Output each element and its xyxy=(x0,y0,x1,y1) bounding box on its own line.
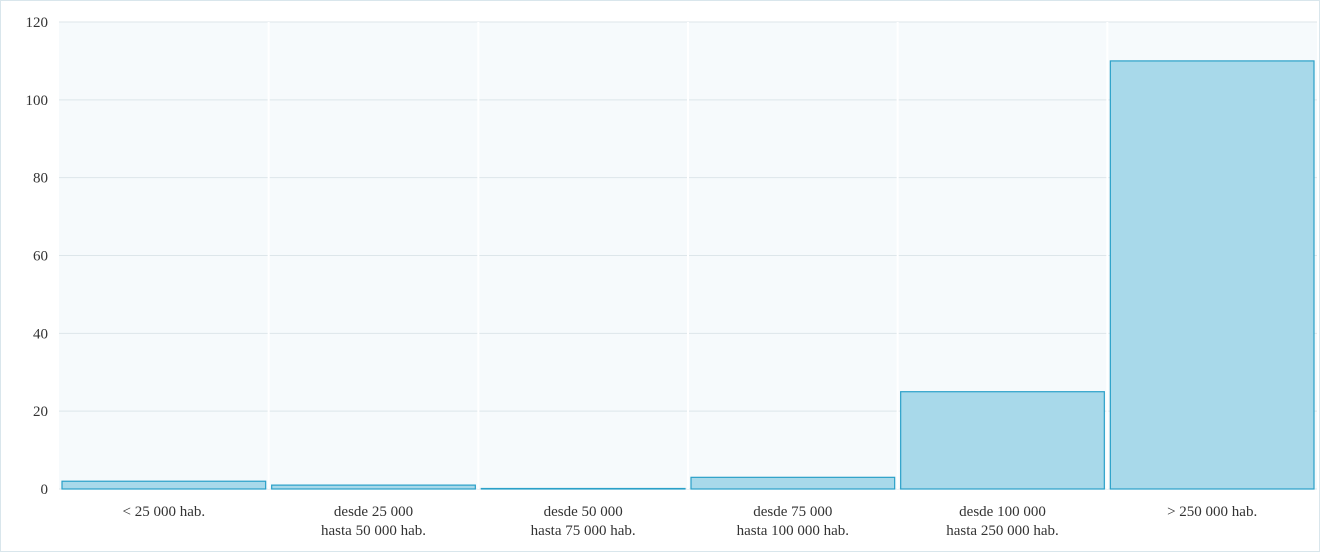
y-tick-label: 80 xyxy=(33,171,48,187)
x-tick-label-line: > 250 000 hab. xyxy=(1167,504,1257,520)
x-axis-labels: < 25 000 hab. desde 25 000 hasta 50 000 ha… xyxy=(123,504,1258,539)
bar xyxy=(61,480,267,490)
x-tick-label: desde 100 000 hasta 250 000 hab. xyxy=(946,504,1058,539)
x-tick-label: desde 75 000 hasta 100 000 hab. xyxy=(737,504,849,539)
x-tick-label-line: hasta 250 000 hab. xyxy=(946,523,1058,539)
x-tick-label-line: < 25 000 hab. xyxy=(123,504,206,520)
bar xyxy=(900,391,1105,490)
gridlines xyxy=(59,21,1317,490)
y-tick-label: 120 xyxy=(26,15,49,31)
bar xyxy=(690,476,896,490)
x-tick-label-line: desde 25 000 xyxy=(334,504,413,520)
x-tick-label-line: hasta 50 000 hab. xyxy=(321,523,426,539)
y-tick-label: 40 xyxy=(33,326,48,342)
y-tick-label: 20 xyxy=(33,404,48,420)
y-tick-label: 60 xyxy=(33,249,48,265)
bar xyxy=(271,484,476,490)
bar xyxy=(480,487,686,490)
x-tick-label-line: desde 50 000 xyxy=(544,504,623,520)
x-tick-label: desde 25 000 hasta 50 000 hab. xyxy=(321,504,426,539)
x-tick-label-line: desde 75 000 xyxy=(753,504,832,520)
bar xyxy=(1109,60,1315,490)
x-tick-label: desde 50 000 hasta 75 000 hab. xyxy=(531,504,636,539)
x-tick-label-line: desde 100 000 xyxy=(959,504,1046,520)
y-tick-label: 100 xyxy=(26,93,49,109)
y-axis-ticks: 0 20 40 60 80 100 120 xyxy=(26,15,49,498)
x-tick-label-line: hasta 75 000 hab. xyxy=(531,523,636,539)
bars xyxy=(61,60,1315,490)
x-tick-label: < 25 000 hab. xyxy=(123,504,206,520)
x-tick-label: > 250 000 hab. xyxy=(1167,504,1257,520)
y-tick-label: 0 xyxy=(41,482,49,498)
x-tick-label-line: hasta 100 000 hab. xyxy=(737,523,849,539)
